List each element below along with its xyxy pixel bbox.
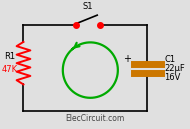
Text: R1: R1 xyxy=(4,52,15,61)
Text: 22μF: 22μF xyxy=(164,64,185,73)
Text: 16V: 16V xyxy=(164,73,180,82)
Text: ElecCircuit.com: ElecCircuit.com xyxy=(66,114,125,123)
Text: C1: C1 xyxy=(164,55,175,64)
Text: S1: S1 xyxy=(83,2,93,11)
Text: 47K: 47K xyxy=(2,65,18,74)
Text: +: + xyxy=(123,54,131,64)
